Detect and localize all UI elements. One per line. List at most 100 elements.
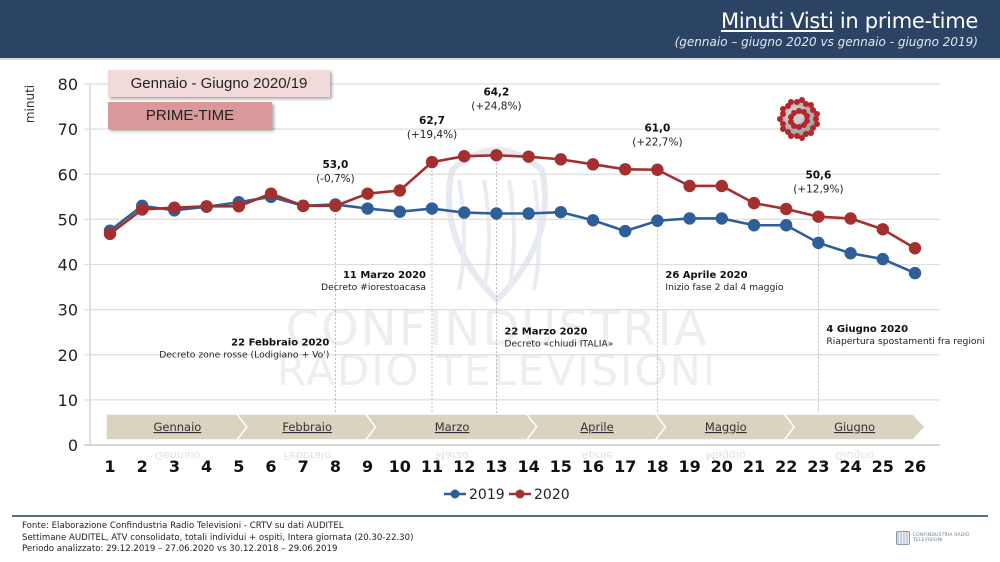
- data-point-2019: [780, 219, 793, 232]
- x-tick-label: 21: [743, 457, 765, 476]
- series-2020: [103, 149, 922, 255]
- data-point-2020: [329, 199, 342, 213]
- event-text: Decreto «chiudi ITALIA»: [504, 338, 613, 349]
- event-date: 4 Giugno 2020: [826, 324, 908, 335]
- header-bar: Minuti Visti in prime-time (gennaio – gi…: [0, 0, 1000, 60]
- data-point-2020: [490, 149, 503, 162]
- data-point-2020: [780, 202, 793, 216]
- virus-spike: [800, 122, 807, 129]
- data-point-2020: [747, 196, 761, 210]
- x-tick-label: 6: [265, 457, 276, 476]
- x-tick-label: 24: [839, 457, 861, 476]
- annotation-change: (+22,7%): [632, 137, 682, 149]
- y-tick-label: 40: [58, 256, 78, 275]
- annotation-value: 62,7: [419, 115, 445, 127]
- month-arrow-marzo: Marzo Marzo: [364, 413, 540, 462]
- data-point-2020: [554, 153, 567, 166]
- legend-label: 2019: [469, 487, 505, 503]
- footer-period: Periodo analizzato: 29.12.2019 – 27.06.2…: [22, 544, 338, 554]
- data-point-2019: [908, 266, 922, 280]
- virus-spike: [788, 98, 795, 105]
- month-label: Gennaio: [153, 420, 201, 434]
- virus-spike: [784, 103, 791, 110]
- data-point-2019: [393, 205, 406, 218]
- month-arrow-shape: [782, 413, 927, 441]
- watermark-stroke: [482, 179, 491, 291]
- confindustria-logo-icon: [896, 531, 910, 545]
- data-point-2020: [812, 210, 825, 223]
- data-point-2020: [232, 200, 245, 213]
- x-tick-label: 12: [453, 457, 475, 476]
- annotation-change: (+24,8%): [471, 100, 521, 112]
- event-date: 22 Marzo 2020: [504, 326, 587, 337]
- data-point-2020: [715, 179, 728, 193]
- virus-spike: [788, 118, 795, 125]
- y-tick-label: 60: [58, 165, 78, 184]
- legend-item-2019: 2019: [444, 487, 505, 503]
- footer-divider: [12, 515, 988, 517]
- x-tick-label: 7: [298, 457, 309, 476]
- virus-spike: [793, 99, 800, 106]
- virus-spike: [808, 130, 815, 137]
- y-axis-ticks: 0 10 20 30 40 50 60 70 80: [58, 75, 78, 455]
- title-rest: in prime-time: [833, 9, 978, 33]
- watermark-stroke: [532, 179, 541, 291]
- month-timeline: GennaioGennaioFebbraioFebbraioMarzoMarzo…: [105, 413, 927, 462]
- event-date: 26 Aprile 2020: [665, 270, 747, 281]
- data-point-2019: [425, 202, 439, 215]
- value-annotation: 64,2 (+24,8%): [471, 86, 521, 112]
- period-label-box: Gennaio - Giugno 2020/19: [108, 70, 330, 97]
- virus-spike: [784, 128, 791, 135]
- annotation-change: (+12,9%): [793, 184, 843, 196]
- page-title: Minuti Visti in prime-time: [721, 9, 978, 33]
- data-point-2020: [103, 227, 117, 241]
- event-text: Decreto zone rosse (Lodigiano + Vo'): [159, 350, 329, 361]
- virus-spike: [791, 109, 798, 116]
- virus-spike: [800, 109, 807, 116]
- value-annotation: 50,6 (+12,9%): [793, 170, 843, 196]
- virus-spike: [798, 97, 805, 104]
- watermark-stroke: [507, 179, 516, 291]
- y-tick-label: 20: [58, 346, 78, 365]
- event-text: Decreto #iorestoacasa: [321, 282, 426, 293]
- annotation-change: (+19,4%): [407, 129, 457, 141]
- watermark-stroke: [457, 179, 466, 291]
- month-label-reflection: Febbraio: [283, 449, 331, 462]
- data-point-2020: [393, 184, 406, 197]
- value-annotation: 62,7 (+19,4%): [407, 115, 457, 141]
- data-point-2019: [619, 224, 632, 238]
- data-point-2020: [683, 179, 696, 193]
- virus-spike: [779, 111, 786, 118]
- x-tick-label: 18: [646, 457, 668, 476]
- x-tick-label: 4: [201, 457, 212, 476]
- footer-source: Fonte: Elaborazione Confindustria Radio …: [22, 521, 344, 531]
- data-point-2019: [490, 207, 503, 220]
- data-point-2020: [522, 150, 535, 163]
- data-point-2019: [812, 236, 825, 250]
- virus-spike: [803, 131, 810, 138]
- month-arrow-aprile: Aprile Aprile: [525, 413, 669, 462]
- data-point-2020: [876, 223, 889, 236]
- annotation-value: 53,0: [322, 159, 348, 171]
- data-point-2020: [425, 155, 439, 169]
- x-tick-label: 5: [233, 457, 244, 476]
- x-tick-label: 2: [137, 457, 148, 476]
- data-point-2020: [619, 163, 632, 176]
- data-point-2019: [554, 205, 567, 219]
- annotation-value: 50,6: [805, 170, 831, 182]
- data-point-2019: [844, 247, 857, 260]
- event-text: Riapertura spostamenti fra regioni: [826, 336, 985, 347]
- y-tick-label: 0: [68, 436, 78, 455]
- virus-spike: [777, 116, 783, 122]
- x-tick-label: 9: [362, 457, 373, 476]
- month-label: Marzo: [435, 420, 470, 434]
- virus-spike: [798, 134, 805, 141]
- x-tick-label: 16: [582, 457, 604, 476]
- legend: 2019 2020: [444, 487, 570, 503]
- virus-spike: [808, 101, 815, 108]
- virus-spike: [780, 105, 787, 112]
